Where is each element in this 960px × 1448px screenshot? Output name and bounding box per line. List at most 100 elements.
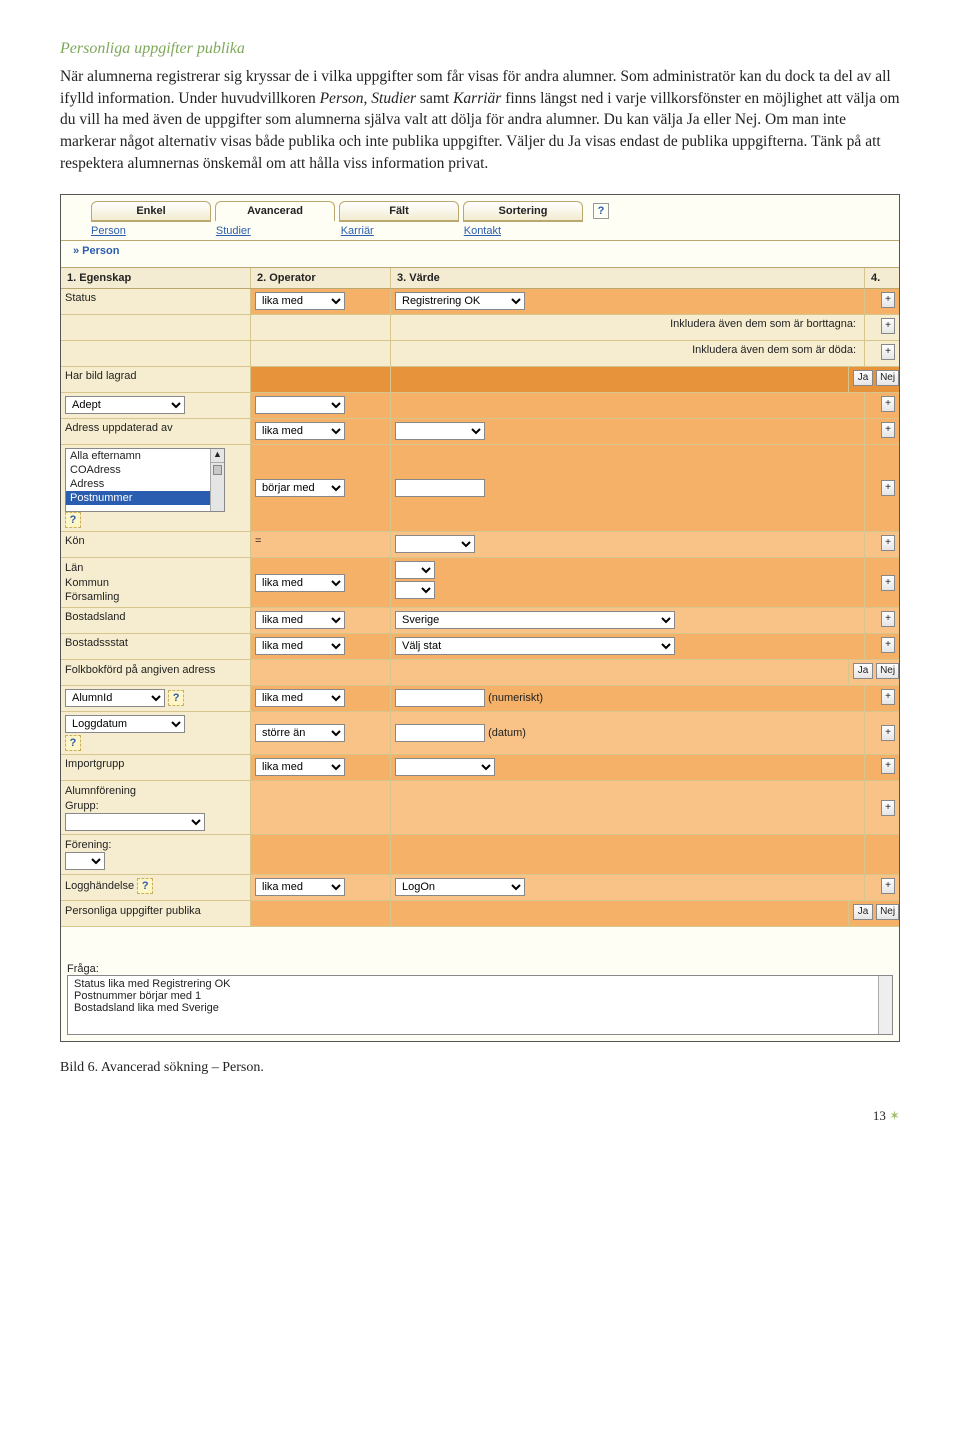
label-bostadsstat: Bostadssstat xyxy=(61,634,251,659)
help-icon[interactable]: ? xyxy=(65,735,81,751)
val-kommun[interactable] xyxy=(395,581,435,599)
op-lan[interactable]: lika med xyxy=(255,574,345,592)
col-operator: 2. Operator xyxy=(251,268,391,288)
add-button[interactable]: + xyxy=(881,800,895,816)
tab-sortering[interactable]: Sortering xyxy=(463,201,583,222)
sublink-kontakt[interactable]: Kontakt xyxy=(464,225,501,237)
row-folkbok: Folkbokförd på angiven adress Ja Nej xyxy=(61,660,899,686)
nej-button[interactable]: Nej xyxy=(876,370,899,386)
row-listbox: Alla efternamn COAdress Adress Postnumme… xyxy=(61,445,899,532)
sel-grupp[interactable] xyxy=(65,813,205,831)
inp-loggdatum[interactable] xyxy=(395,724,485,742)
add-button[interactable]: + xyxy=(881,611,895,627)
val-logg[interactable]: LogOn xyxy=(395,878,525,896)
col-egenskap: 1. Egenskap xyxy=(61,268,251,288)
op-bostadsstat[interactable]: lika med xyxy=(255,637,345,655)
row-forening: Förening: xyxy=(61,835,899,875)
add-button[interactable]: + xyxy=(881,575,895,591)
op-listbox[interactable]: börjar med xyxy=(255,479,345,497)
ja-button[interactable]: Ja xyxy=(853,904,873,920)
label-importgrupp: Importgrupp xyxy=(61,755,251,780)
add-button[interactable]: + xyxy=(881,422,895,438)
add-button[interactable]: + xyxy=(881,878,895,894)
section-heading: Personliga uppgifter publika xyxy=(60,40,900,58)
inp-listbox[interactable] xyxy=(395,479,485,497)
add-button[interactable]: + xyxy=(881,725,895,741)
ja-button[interactable]: Ja xyxy=(853,370,873,386)
op-status[interactable]: lika med xyxy=(255,292,345,310)
row-alumnid: AlumnId ? lika med (numeriskt) + xyxy=(61,686,899,712)
label-logghandelse: Logghändelse ? xyxy=(61,875,251,900)
add-button[interactable]: + xyxy=(881,480,895,496)
ja-button[interactable]: Ja xyxy=(853,663,873,679)
add-button[interactable]: + xyxy=(881,292,895,308)
scrollbar[interactable]: ▲ xyxy=(210,449,224,511)
row-bostadsstat: Bostadssstat lika med Välj stat + xyxy=(61,634,899,660)
sublink-karriar[interactable]: Karriär xyxy=(341,225,374,237)
add-button[interactable]: + xyxy=(881,318,895,334)
row-importgrupp: Importgrupp lika med + xyxy=(61,755,899,781)
label-adress-upp: Adress uppdaterad av xyxy=(61,419,251,444)
tab-falt[interactable]: Fält xyxy=(339,201,459,222)
add-button[interactable]: + xyxy=(881,637,895,653)
row-har-bild: Har bild lagrad Ja Nej xyxy=(61,367,899,393)
sublink-person[interactable]: Person xyxy=(91,225,126,237)
inp-alumnid[interactable] xyxy=(395,689,485,707)
sel-alumnid[interactable]: AlumnId xyxy=(65,689,165,707)
fraga-area: Fråga: Status lika med Registrering OK P… xyxy=(61,957,899,1041)
op-bostadsland[interactable]: lika med xyxy=(255,611,345,629)
row-lan-kommun: Län Kommun Församling lika med + xyxy=(61,558,899,608)
op-loggdatum[interactable]: större än xyxy=(255,724,345,742)
op-adept[interactable] xyxy=(255,396,345,414)
op-alumnid[interactable]: lika med xyxy=(255,689,345,707)
help-icon[interactable]: ? xyxy=(65,512,81,528)
sel-loggdatum[interactable]: Loggdatum xyxy=(65,715,185,733)
val-bostadsland[interactable]: Sverige xyxy=(395,611,675,629)
tab-avancerad[interactable]: Avancerad xyxy=(215,201,335,222)
op-logg[interactable]: lika med xyxy=(255,878,345,896)
nej-button[interactable]: Nej xyxy=(876,663,899,679)
field-listbox[interactable]: Alla efternamn COAdress Adress Postnumme… xyxy=(65,448,225,512)
label-fraga: Fråga: xyxy=(67,963,893,975)
val-status[interactable]: Registrering OK xyxy=(395,292,525,310)
row-logghandelse: Logghändelse ? lika med LogOn + xyxy=(61,875,899,901)
row-adept: Adept + xyxy=(61,393,899,419)
label-datum: (datum) xyxy=(488,727,526,739)
row-inkl-doda: Inkludera även dem som är döda: + xyxy=(61,341,899,367)
help-icon[interactable]: ? xyxy=(168,690,184,706)
val-adress-upp[interactable] xyxy=(395,422,485,440)
val-importgrupp[interactable] xyxy=(395,758,495,776)
val-bostadsstat[interactable]: Välj stat xyxy=(395,637,675,655)
add-button[interactable]: + xyxy=(881,758,895,774)
sublink-studier[interactable]: Studier xyxy=(216,225,251,237)
help-icon[interactable]: ? xyxy=(593,203,609,219)
row-alumnforening: Alumnförening Grupp: + xyxy=(61,781,899,835)
label-status: Status xyxy=(61,289,251,314)
sel-adept[interactable]: Adept xyxy=(65,396,185,414)
row-bostadsland: Bostadsland lika med Sverige + xyxy=(61,608,899,634)
label-folkbok: Folkbokförd på angiven adress xyxy=(61,660,251,685)
add-button[interactable]: + xyxy=(881,535,895,551)
caption: Bild 6. Avancerad sökning – Person. xyxy=(60,1058,900,1078)
label-bostadsland: Bostadsland xyxy=(61,608,251,633)
scrollbar[interactable] xyxy=(878,976,892,1034)
row-status: Status lika med Registrering OK + xyxy=(61,289,899,315)
help-icon[interactable]: ? xyxy=(137,878,153,894)
tab-enkel[interactable]: Enkel xyxy=(91,201,211,222)
add-button[interactable]: + xyxy=(881,689,895,705)
nej-button[interactable]: Nej xyxy=(876,904,899,920)
current-section: » Person xyxy=(61,241,899,267)
label-numeriskt: (numeriskt) xyxy=(488,692,543,704)
op-importgrupp[interactable]: lika med xyxy=(255,758,345,776)
val-kon[interactable] xyxy=(395,535,475,553)
row-adress-upp: Adress uppdaterad av lika med + xyxy=(61,419,899,445)
column-headers: 1. Egenskap 2. Operator 3. Värde 4. xyxy=(61,267,899,289)
val-lan[interactable] xyxy=(395,561,435,579)
op-adress-upp[interactable]: lika med xyxy=(255,422,345,440)
add-button[interactable]: + xyxy=(881,396,895,412)
col-varde: 3. Värde xyxy=(391,268,865,288)
label-alumnforening: Alumnförening Grupp: xyxy=(61,781,251,834)
add-button[interactable]: + xyxy=(881,344,895,360)
fraga-box[interactable]: Status lika med Registrering OK Postnumm… xyxy=(67,975,893,1035)
sel-forening[interactable] xyxy=(65,852,105,870)
